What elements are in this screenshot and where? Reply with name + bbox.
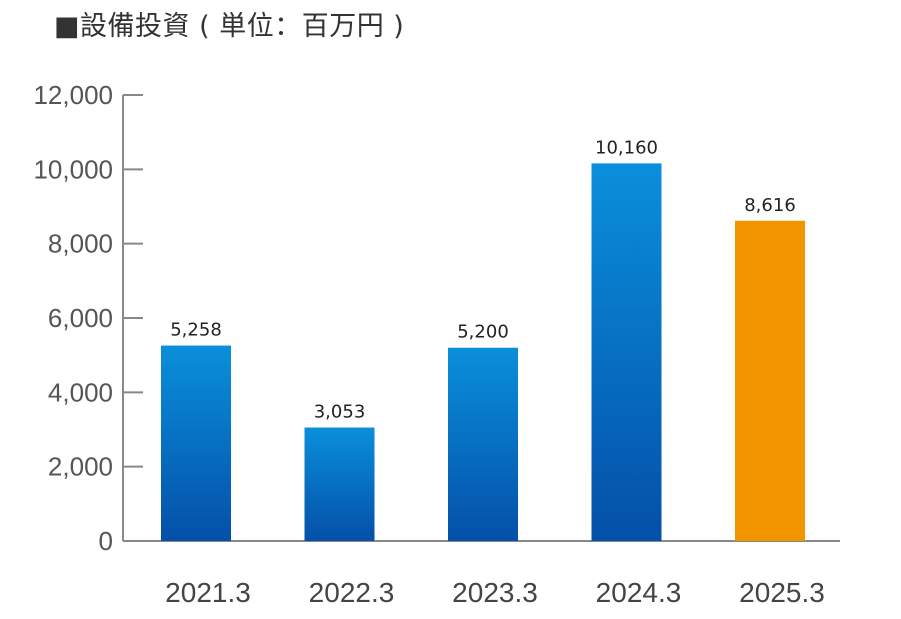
y-tick-label: 0: [99, 526, 113, 556]
x-tick-label: 2024.3: [596, 577, 682, 608]
bars: [161, 163, 805, 542]
x-tick-label: 2025.3: [739, 577, 825, 608]
data-label: 10,160: [595, 137, 658, 158]
bar-2021.3: [161, 345, 231, 541]
y-tick-label: 2,000: [48, 452, 113, 482]
labels: 5,258 2021.3 3,053 2022.3 5,200 2023.3 10,160 2…: [165, 137, 825, 608]
bar-2022.3: [304, 427, 375, 541]
y-tick-label: 4,000: [48, 377, 113, 407]
y-tick-label: 12,000: [33, 80, 113, 110]
bar-2024.3: [591, 163, 662, 542]
data-label: 8,616: [744, 195, 796, 216]
chart-title: ■設備投資 ( 単位：百万円 ): [54, 11, 405, 42]
data-label: 5,258: [170, 320, 222, 341]
y-tick-label: 10,000: [33, 154, 113, 184]
axes: 0 2,000 4,000 6,000 8,000 10,000 12,000: [33, 80, 840, 556]
x-tick-label: 2022.3: [309, 577, 395, 608]
bar-2025.3: [735, 220, 805, 541]
y-tick-label: 6,000: [48, 303, 113, 333]
data-label: 5,200: [457, 322, 509, 343]
data-label: 3,053: [314, 402, 366, 423]
bar-2023.3: [448, 347, 518, 541]
x-tick-label: 2021.3: [165, 577, 251, 608]
y-tick-label: 8,000: [48, 229, 113, 259]
x-tick-label: 2023.3: [452, 577, 538, 608]
